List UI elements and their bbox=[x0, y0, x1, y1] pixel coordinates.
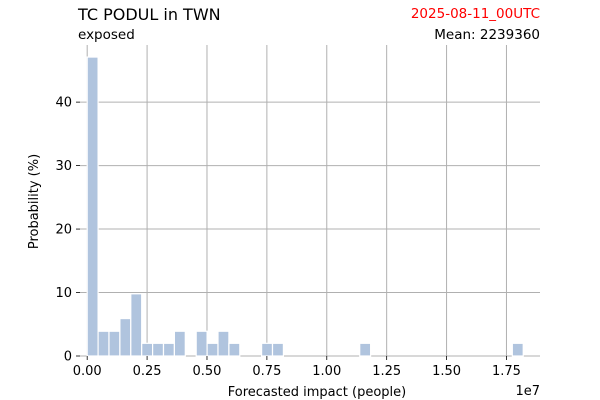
histogram-bar bbox=[206, 342, 219, 357]
x-tick-label: 1.50 bbox=[432, 364, 461, 379]
histogram-bar bbox=[173, 330, 186, 357]
mean-label: Mean: 2239360 bbox=[434, 27, 540, 43]
histogram-bar bbox=[217, 330, 230, 357]
histogram-bar bbox=[511, 342, 524, 357]
y-tick-label: 0 bbox=[64, 350, 72, 365]
histogram-bar bbox=[108, 330, 121, 357]
y-tick-label: 10 bbox=[55, 286, 72, 301]
chart-title: TC PODUL in TWN bbox=[78, 5, 221, 24]
x-tick-label: 0.25 bbox=[133, 364, 162, 379]
x-scale-offset-label: 1e7 bbox=[515, 384, 540, 399]
forecast-timestamp: 2025-08-11_00UTC bbox=[410, 6, 540, 22]
histogram-bar bbox=[151, 342, 165, 357]
y-axis-label: Probability (%) bbox=[27, 154, 42, 249]
histogram-bar bbox=[261, 342, 274, 357]
histogram-bar bbox=[97, 330, 110, 357]
histogram-bar bbox=[162, 342, 175, 357]
histogram-bar bbox=[86, 56, 99, 357]
y-tick-label: 20 bbox=[55, 223, 72, 238]
histogram-bar bbox=[271, 342, 285, 357]
x-tick-label: 1.25 bbox=[372, 364, 401, 379]
bars-layer bbox=[86, 56, 524, 357]
histogram-bar bbox=[228, 342, 241, 357]
histogram-bar bbox=[359, 342, 372, 357]
y-tick-label: 30 bbox=[55, 159, 72, 174]
grid-layer bbox=[80, 45, 540, 357]
chart-subtitle: exposed bbox=[78, 27, 135, 43]
histogram-bar bbox=[119, 317, 132, 357]
x-tick-label: 0.00 bbox=[73, 364, 102, 379]
x-axis-label: Forecasted impact (people) bbox=[228, 385, 406, 400]
histogram-bar bbox=[141, 342, 154, 357]
x-tick-label: 1.75 bbox=[492, 364, 521, 379]
axis-layer: 0.00 0.25 0.50 0.75 1.00 1.25 1.50 1.75 0 10 20 30 4… bbox=[27, 96, 540, 400]
histogram-bar bbox=[195, 330, 208, 357]
y-tick-label: 40 bbox=[55, 96, 72, 111]
histogram-bar bbox=[130, 293, 143, 357]
x-tick-label: 0.75 bbox=[252, 364, 281, 379]
x-tick-label: 1.00 bbox=[312, 364, 341, 379]
x-tick-label: 0.50 bbox=[193, 364, 222, 379]
